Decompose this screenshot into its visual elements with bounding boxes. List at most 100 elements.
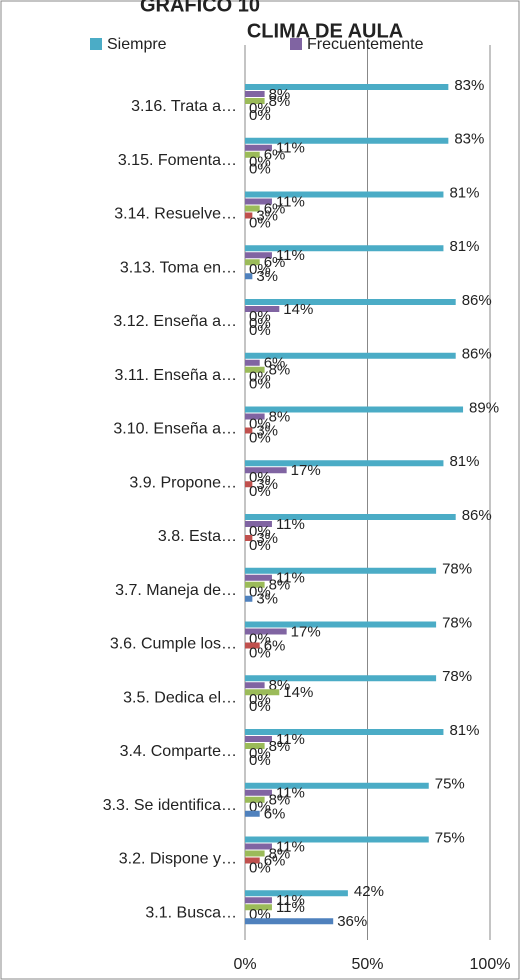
value-label: 17% (291, 623, 321, 640)
value-label: 78% (442, 668, 472, 685)
value-label: 0% (249, 369, 271, 386)
value-label: 81% (449, 238, 479, 255)
value-label: 83% (454, 131, 484, 148)
bar (245, 306, 280, 312)
value-label: 8% (269, 738, 291, 755)
value-label: 6% (264, 637, 286, 654)
value-label: 14% (283, 684, 313, 701)
value-label: 0% (249, 537, 271, 554)
value-label: 0% (249, 469, 271, 486)
y-tick-label: 3.14. Resuelve… (114, 206, 237, 223)
value-label: 81% (449, 722, 479, 739)
bar (245, 567, 437, 574)
bar (245, 144, 272, 151)
value-label: 0% (249, 308, 271, 325)
bar (245, 642, 260, 649)
bar (245, 574, 272, 581)
bar (245, 91, 265, 97)
value-label: 3% (256, 268, 278, 285)
value-label: 86% (462, 346, 492, 363)
legend-swatch (90, 38, 102, 50)
chart-subtitle: GRÁFICO 10 (140, 0, 260, 16)
value-label: 0% (249, 322, 271, 339)
bar (245, 84, 449, 90)
value-label: 14% (283, 301, 313, 318)
value-label: 11% (276, 193, 305, 210)
value-label: 3% (256, 422, 278, 439)
bar (245, 843, 272, 850)
value-label: 6% (264, 200, 286, 217)
value-label: 0% (249, 100, 271, 117)
bar (245, 621, 437, 628)
bar (245, 675, 437, 682)
legend-swatch (290, 38, 302, 50)
bar (245, 151, 260, 158)
value-label: 11% (276, 247, 305, 264)
bar (245, 191, 444, 198)
x-tick-label: 100% (470, 956, 511, 973)
y-tick-label: 3.5. Dedica el… (123, 689, 237, 706)
bar (245, 521, 272, 527)
legend-label: Frecuentemente (307, 36, 424, 53)
value-label: 0% (249, 859, 271, 876)
value-label: 78% (442, 614, 472, 631)
value-label: 81% (449, 453, 479, 470)
bar (245, 850, 265, 857)
bar (245, 581, 265, 588)
value-label: 0% (249, 752, 271, 769)
y-tick-label: 3.4. Comparte… (120, 743, 237, 760)
bar (245, 413, 265, 420)
value-label: 6% (264, 852, 286, 869)
value-label: 0% (249, 315, 271, 332)
y-tick-label: 3.12. Enseña a… (113, 313, 237, 330)
bar (245, 212, 253, 219)
bar (245, 366, 265, 373)
value-label: 0% (249, 214, 271, 231)
value-label: 81% (449, 184, 479, 201)
x-tick-label: 0% (233, 956, 256, 973)
bar (245, 259, 260, 266)
value-label: 0% (249, 523, 271, 540)
bar (245, 252, 272, 259)
value-label: 75% (435, 829, 465, 846)
value-label: 83% (454, 77, 484, 94)
y-tick-label: 3.11. Enseña a… (115, 367, 237, 384)
value-label: 0% (249, 161, 271, 178)
value-label: 86% (462, 292, 492, 309)
value-label: 11% (276, 785, 305, 802)
value-label: 8% (269, 792, 291, 809)
bar (245, 460, 444, 467)
bar (245, 789, 272, 796)
bar (245, 467, 287, 474)
y-tick-label: 3.13. Toma en… (120, 259, 237, 276)
bar (245, 406, 464, 413)
bar (245, 897, 272, 904)
value-label: 0% (249, 107, 271, 124)
value-label: 11% (276, 570, 305, 587)
value-label: 11% (276, 838, 305, 855)
y-tick-label: 3.1. Busca… (145, 904, 237, 921)
bar (245, 137, 449, 144)
y-tick-label: 3.7. Maneja de… (115, 582, 237, 599)
value-label: 6% (264, 254, 286, 271)
value-label: 8% (269, 408, 291, 425)
value-label: 0% (249, 644, 271, 661)
value-label: 11% (276, 899, 305, 916)
value-label: 0% (249, 261, 271, 278)
y-tick-label: 3.15. Fomenta… (118, 152, 237, 169)
value-label: 89% (469, 399, 499, 416)
bar (245, 273, 253, 280)
bar (245, 198, 272, 205)
value-label: 11% (276, 731, 305, 748)
bar (245, 514, 456, 520)
value-label: 8% (269, 362, 291, 379)
bar (245, 352, 456, 359)
bar (245, 205, 260, 212)
bar (245, 857, 260, 864)
value-label: 8% (269, 845, 291, 862)
value-label: 6% (264, 355, 286, 372)
bar (245, 535, 253, 541)
value-label: 86% (462, 507, 492, 524)
